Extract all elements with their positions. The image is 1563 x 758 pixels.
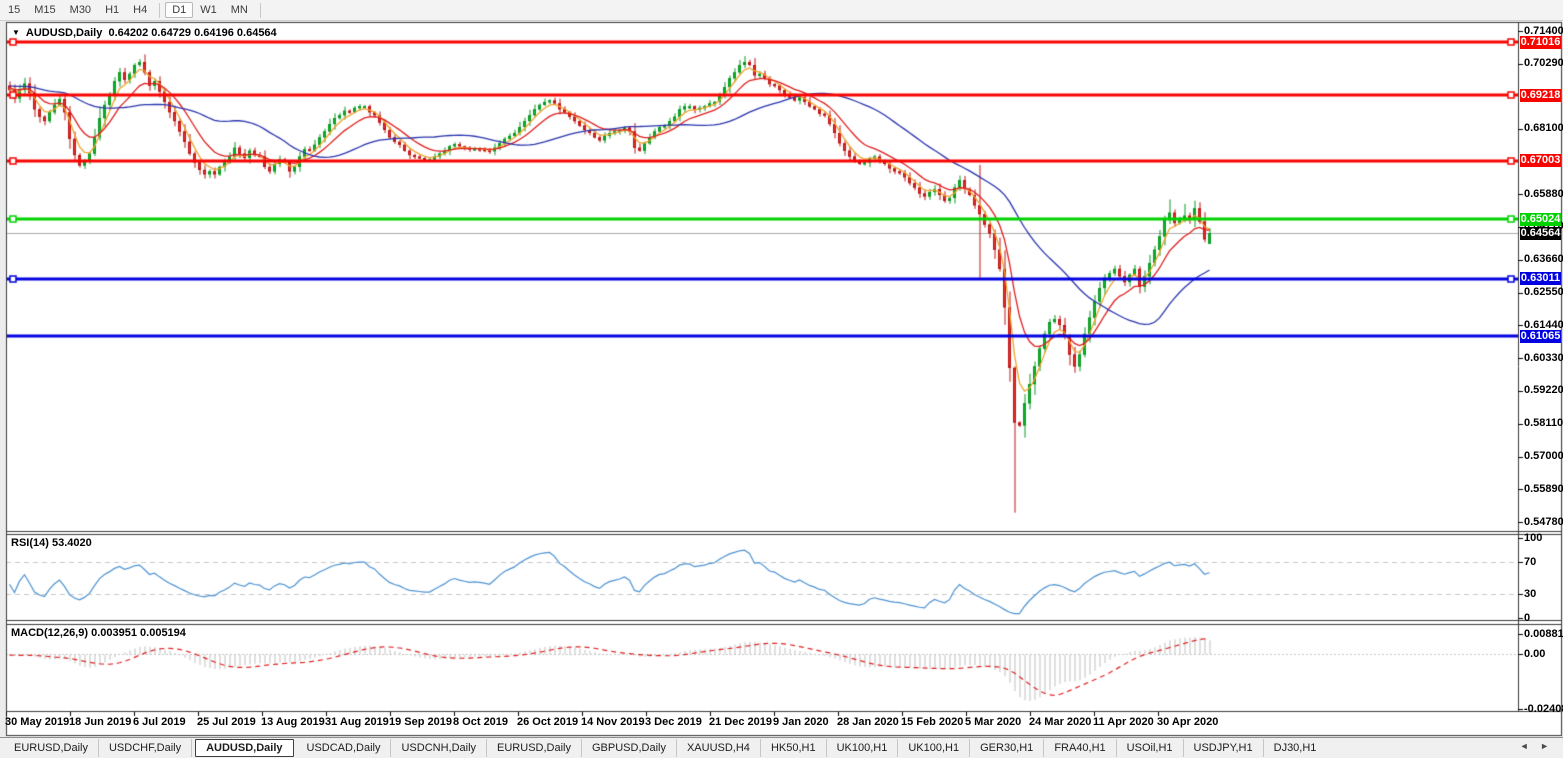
date-axis-label: 6 Jul 2019 bbox=[133, 716, 186, 728]
date-axis-label: 31 Aug 2019 bbox=[325, 716, 389, 728]
price-axis-label: 0.68100 bbox=[1524, 122, 1563, 134]
rsi-axis-label: 0 bbox=[1524, 612, 1531, 624]
date-axis-label: 14 Nov 2019 bbox=[581, 716, 645, 728]
level-price-label: 0.69218 bbox=[1520, 88, 1561, 102]
rsi-indicator-name: RSI(14) bbox=[11, 537, 49, 549]
tab-scroll-left-icon[interactable]: ◄ bbox=[1519, 741, 1529, 751]
chart-tab-uk100-h1[interactable]: UK100,H1 bbox=[898, 739, 971, 757]
level-price-label: 0.71016 bbox=[1520, 35, 1561, 49]
macd-panel-title: MACD(12,26,9) 0.003951 0.005194 bbox=[11, 627, 186, 639]
price-axis-label: 0.57000 bbox=[1524, 450, 1563, 462]
tab-scroll-arrows: ◄ ► bbox=[1511, 741, 1549, 751]
price-axis-label: 0.59220 bbox=[1524, 384, 1563, 397]
timeframe-button-h1[interactable]: H1 bbox=[105, 4, 120, 16]
chart-tab-xauusd-h4[interactable]: XAUUSD,H4 bbox=[677, 739, 761, 757]
level-price-label: 0.63011 bbox=[1520, 272, 1561, 286]
price-axis-label: 0.63660 bbox=[1524, 253, 1563, 266]
rsi-axis-label: 100 bbox=[1524, 532, 1543, 544]
date-axis-label: 28 Jan 2020 bbox=[837, 716, 899, 728]
chart-tab-fra40-h1[interactable]: FRA40,H1 bbox=[1044, 739, 1117, 757]
chart-tab-eurusd-daily[interactable]: EURUSD,Daily bbox=[4, 739, 99, 757]
date-axis-label: 5 Mar 2020 bbox=[965, 716, 1022, 728]
date-axis-label: 21 Dec 2019 bbox=[709, 716, 772, 728]
tab-scroll-right-icon[interactable]: ► bbox=[1540, 741, 1549, 751]
date-axis-label: 26 Oct 2019 bbox=[517, 716, 579, 728]
macd-axis-label: 0.00 bbox=[1524, 648, 1546, 661]
toolbar-separator bbox=[259, 2, 261, 18]
timeframe-button-w1[interactable]: W1 bbox=[200, 4, 217, 16]
chart-tab-usdjpy-h1[interactable]: USDJPY,H1 bbox=[1184, 739, 1264, 757]
price-axis-label: 0.61440 bbox=[1524, 318, 1563, 331]
level-price-label: 0.67003 bbox=[1520, 154, 1561, 168]
rsi-axis-label: 30 bbox=[1524, 588, 1537, 600]
price-axis-label: 0.62550 bbox=[1524, 286, 1563, 298]
timeframe-button-mn[interactable]: MN bbox=[230, 4, 248, 16]
date-axis-label: 8 Oct 2019 bbox=[453, 716, 509, 728]
chart-tab-usoil-h1[interactable]: USOil,H1 bbox=[1117, 739, 1184, 757]
chart-tab-audusd-daily[interactable]: AUDUSD,Daily bbox=[195, 739, 294, 757]
chart-tab-uk100-h1[interactable]: UK100,H1 bbox=[827, 739, 899, 757]
date-axis-label: 30 May 2019 bbox=[5, 716, 70, 728]
macd-axis-label: 0.008815 bbox=[1524, 628, 1563, 640]
level-price-label: 0.61065 bbox=[1520, 329, 1561, 343]
date-axis-label: 13 Aug 2019 bbox=[261, 716, 325, 728]
date-axis-label: 15 Feb 2020 bbox=[901, 716, 964, 728]
chart-tab-usdchf-daily[interactable]: USDCHF,Daily bbox=[99, 739, 193, 757]
timeframe-button-h4[interactable]: H4 bbox=[133, 4, 148, 16]
rsi-panel-title: RSI(14) 53.4020 bbox=[11, 537, 92, 549]
chart-tab-bar: EURUSD,Daily USDCHF,Daily AUDUSD,Daily USDC… bbox=[0, 737, 1563, 758]
date-axis-label: 24 Mar 2020 bbox=[1029, 716, 1092, 728]
toolbar-separator bbox=[159, 2, 161, 18]
chart-tab-usdcad-daily[interactable]: USDCAD,Daily bbox=[297, 739, 392, 757]
timeframe-toolbar: 15 M15 M30 H1 H4 D1 W1 MN bbox=[0, 0, 1563, 21]
price-axis-label: 0.58110 bbox=[1524, 417, 1563, 430]
date-axis-label: 25 Jul 2019 bbox=[197, 716, 256, 728]
date-axis-label: 19 Sep 2019 bbox=[389, 716, 452, 728]
timeframe-button-d1[interactable]: D1 bbox=[165, 2, 194, 18]
chart-tab-ger30-h1[interactable]: GER30,H1 bbox=[970, 739, 1045, 757]
rsi-axis-label: 70 bbox=[1524, 556, 1537, 568]
chart-title-symbol: AUDUSD,Daily bbox=[25, 27, 103, 39]
rsi-indicator-value: 53.4020 bbox=[51, 537, 92, 549]
chart-title-ohlc: 0.64202 0.64729 0.64196 0.64564 bbox=[108, 27, 277, 39]
date-axis-label: 30 Apr 2020 bbox=[1157, 716, 1219, 728]
chart-tab-gbpusd-daily[interactable]: GBPUSD,Daily bbox=[582, 739, 677, 757]
level-price-label: 0.65024 bbox=[1520, 212, 1561, 226]
macd-indicator-values: 0.003951 0.005194 bbox=[91, 627, 186, 639]
date-axis-label: 9 Jan 2020 bbox=[773, 716, 829, 728]
date-axis-label: 3 Dec 2019 bbox=[645, 716, 702, 728]
macd-indicator-name: MACD(12,26,9) bbox=[11, 627, 89, 639]
chart-tab-dj30-h1[interactable]: DJ30,H1 bbox=[1273, 742, 1317, 754]
chart-tab-eurusd-daily[interactable]: EURUSD,Daily bbox=[487, 739, 582, 757]
price-axis-label: 0.65880 bbox=[1524, 187, 1563, 200]
chart-tab-usdcnh-daily[interactable]: USDCNH,Daily bbox=[391, 739, 488, 757]
chart-tab-hk50-h1[interactable]: HK50,H1 bbox=[761, 739, 827, 757]
timeframe-button-15[interactable]: 15 bbox=[8, 4, 21, 16]
price-axis-label: 0.60330 bbox=[1524, 351, 1563, 364]
timeframe-button-m15[interactable]: M15 bbox=[34, 4, 56, 16]
date-axis-label: 11 Apr 2020 bbox=[1093, 716, 1154, 728]
chevron-down-icon[interactable]: ▼ bbox=[12, 28, 20, 37]
current-price-label: 0.64564 bbox=[1520, 226, 1561, 240]
chart-title: ▼ AUDUSD,Daily 0.64202 0.64729 0.64196 0.… bbox=[12, 27, 277, 39]
macd-axis-label: -0.024082 bbox=[1524, 702, 1563, 715]
price-axis-label: 0.54780 bbox=[1524, 515, 1563, 528]
price-axis-label: 0.55890 bbox=[1524, 482, 1563, 495]
price-axis-label: 0.70290 bbox=[1524, 57, 1563, 70]
timeframe-button-m30[interactable]: M30 bbox=[69, 4, 92, 16]
price-axis-label: 0.71400 bbox=[1524, 24, 1563, 37]
date-axis-label: 18 Jun 2019 bbox=[69, 716, 132, 728]
